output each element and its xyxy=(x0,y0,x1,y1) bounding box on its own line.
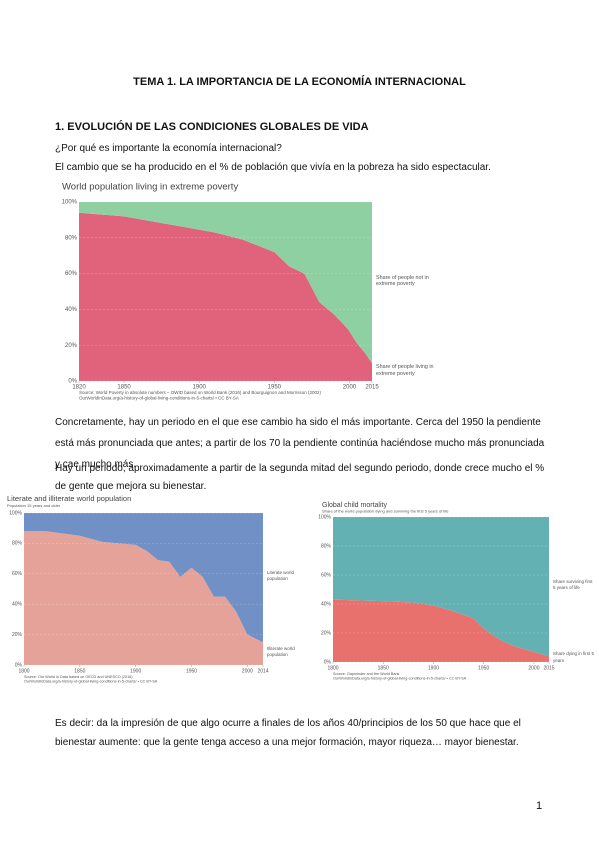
x-tick-label: 1850 xyxy=(74,668,85,674)
area xyxy=(24,531,263,665)
chart-title: Global child mortality xyxy=(322,502,387,509)
series-label: Share dying in first 5 years xyxy=(553,651,595,663)
chart-title: World population living in extreme pover… xyxy=(62,182,238,193)
source-note: Source: Gapminder and the World Bank xyxy=(333,672,400,676)
x-tick-label: 2015 xyxy=(543,665,554,671)
series-label: Share of people living in extreme povert… xyxy=(376,364,434,377)
page-number: 1 xyxy=(536,800,543,812)
doc-title: TEMA 1. LA IMPORTANCIA DE LA ECONOMÍA IN… xyxy=(133,76,466,88)
x-tick-label: 2000 xyxy=(242,668,253,674)
x-tick-label: 1950 xyxy=(268,385,282,391)
y-tick-label: 100% xyxy=(62,200,78,206)
x-tick-label: 1850 xyxy=(117,385,131,391)
y-tick-label: 80% xyxy=(321,543,332,549)
y-tick-label: 60% xyxy=(12,571,23,577)
y-tick-label: 0% xyxy=(68,379,77,385)
x-tick-label: 2015 xyxy=(365,385,379,391)
x-tick-label: 1900 xyxy=(428,665,439,671)
series-label: Share of people not in extreme poverty xyxy=(376,274,429,288)
paragraph: Hay un periodo, aproximadamente a partir… xyxy=(55,463,545,492)
area xyxy=(79,212,372,381)
y-tick-label: 60% xyxy=(321,572,332,578)
x-tick-label: 1950 xyxy=(186,668,197,674)
y-tick-label: 40% xyxy=(65,307,78,313)
paragraph: El cambio que se ha producido en el % de… xyxy=(55,162,491,173)
x-tick-label: 1950 xyxy=(478,665,489,671)
source-note: Source: Our World in Data based on OECD … xyxy=(24,675,133,679)
y-tick-label: 100% xyxy=(9,510,22,516)
x-tick-label: 2000 xyxy=(343,385,357,391)
x-tick-label: 1800 xyxy=(18,668,29,674)
source-note: OurWorldInData.org/a-history-of-global-l… xyxy=(79,396,239,401)
y-tick-label: 80% xyxy=(12,541,23,547)
chart-subtitle: Population 15 years and older xyxy=(7,503,61,508)
paragraph: Es decir: da la impresión de que algo oc… xyxy=(55,718,521,748)
x-tick-label: 1800 xyxy=(327,665,338,671)
x-tick-label: 1900 xyxy=(130,668,141,674)
y-tick-label: 100% xyxy=(318,514,331,520)
x-tick-label: 1850 xyxy=(378,665,389,671)
y-tick-label: 0% xyxy=(324,659,332,665)
y-tick-label: 60% xyxy=(65,271,78,277)
y-tick-label: 40% xyxy=(12,602,23,608)
paragraph: Concretamente, hay un periodo en el que … xyxy=(55,417,545,470)
section-heading: 1. EVOLUCIÓN DE LAS CONDICIONES GLOBALES… xyxy=(55,121,369,133)
y-tick-label: 20% xyxy=(321,630,332,636)
y-tick-label: 20% xyxy=(65,343,78,349)
y-tick-label: 20% xyxy=(12,632,23,638)
y-tick-label: 0% xyxy=(15,662,23,668)
x-tick-label: 2014 xyxy=(257,668,268,674)
series-label: Illiterate world population xyxy=(267,645,295,658)
source-note: OurWorldInData.org/a-history-of-global-l… xyxy=(24,679,158,683)
paragraph: ¿Por qué es importante la economía inter… xyxy=(55,143,282,154)
chart-subtitle: Share of the world population dying and … xyxy=(322,508,449,513)
series-label: Share surviving first 5 years of life xyxy=(553,578,593,591)
source-note: OurWorldInData.org/a-history-of-global-l… xyxy=(333,676,467,680)
series-label: Literate world population xyxy=(267,569,295,582)
area xyxy=(24,513,263,643)
x-tick-label: 1820 xyxy=(72,385,86,391)
y-tick-label: 80% xyxy=(65,235,78,241)
area xyxy=(333,517,549,657)
x-tick-label: 1900 xyxy=(193,385,207,391)
area xyxy=(333,599,549,662)
y-tick-label: 40% xyxy=(321,601,332,607)
source-note: Source: World Poverty in absolute number… xyxy=(79,390,321,395)
area xyxy=(79,202,372,364)
chart-title: Literate and illiterate world population xyxy=(7,494,131,503)
x-tick-label: 2000 xyxy=(528,665,539,671)
